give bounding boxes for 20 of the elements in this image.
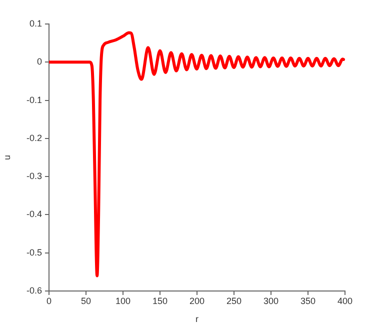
y-tick-label: -0.3: [26, 171, 42, 182]
y-axis-title: u: [2, 154, 12, 160]
x-tick-label: 250: [226, 296, 242, 306]
y-tick-label: -0.4: [26, 209, 42, 220]
x-tick-label: 300: [263, 296, 279, 306]
y-tick-label: -0.1: [26, 94, 42, 105]
x-tick-label: 50: [80, 296, 92, 306]
x-axis-title: r: [196, 314, 198, 324]
y-tick-label: 0: [36, 56, 42, 67]
x-tick-label: 350: [300, 296, 316, 306]
x-tick-label: 150: [152, 296, 168, 306]
x-tick-label: 0: [46, 296, 52, 306]
x-tick-label: 400: [337, 296, 353, 306]
x-tick-label: 100: [115, 296, 131, 306]
line-series: [49, 31, 345, 278]
y-tick-label: -0.6: [26, 285, 42, 296]
y-tick-label: -0.2: [26, 132, 42, 143]
x-tick-label: 200: [189, 296, 205, 306]
y-tick-label: -0.5: [26, 247, 42, 258]
y-tick-label: 0.1: [29, 18, 42, 28]
